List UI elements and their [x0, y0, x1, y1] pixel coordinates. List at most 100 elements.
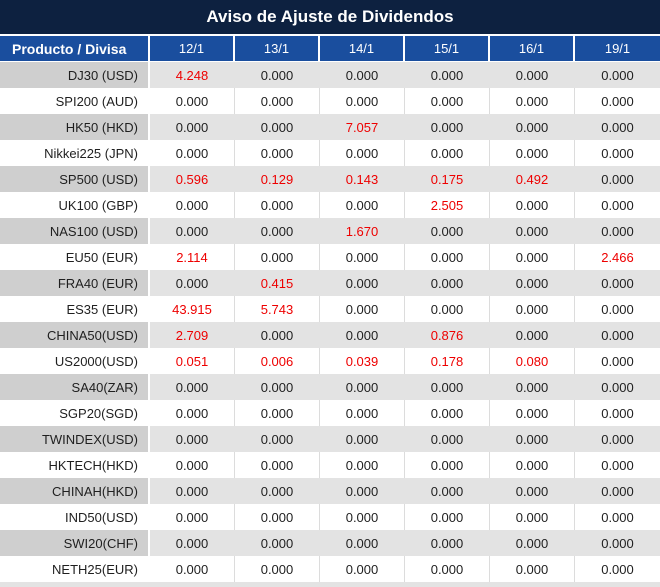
- table-row: SWI20(CHF) 0.000 0.000 0.000 0.000 0.000 0.00…: [0, 530, 660, 556]
- dividend-value: 0.000: [601, 145, 634, 161]
- dividend-value: 0.000: [430, 379, 464, 395]
- dividend-value: 0.000: [320, 140, 405, 166]
- product-label: SA40(ZAR): [0, 374, 150, 400]
- dividend-value: 0.000: [490, 244, 575, 270]
- dividend-value: 0.000: [175, 275, 209, 291]
- dividend-value: 0.000: [405, 88, 490, 114]
- dividend-value: 0.000: [150, 504, 235, 530]
- dividend-value: 0.143: [345, 171, 379, 187]
- dividend-value: 0.000: [320, 504, 405, 530]
- dividend-value: 0.000: [601, 405, 634, 421]
- dividend-value: 0.000: [320, 88, 405, 114]
- dividend-value: 0.000: [260, 535, 294, 551]
- dividend-value: 0.000: [430, 483, 464, 499]
- dividend-value: 0.000: [490, 504, 575, 530]
- dividend-value: 0.415: [260, 275, 294, 291]
- dividend-value: 0.000: [405, 452, 490, 478]
- dividend-value: 0.000: [260, 223, 294, 239]
- dividend-value: 0.178: [405, 348, 490, 374]
- dividend-value: 0.000: [490, 88, 575, 114]
- dividend-value: 0.000: [150, 88, 235, 114]
- product-label: FRA40 (EUR): [0, 270, 150, 296]
- dividend-value: 43.915: [150, 296, 235, 322]
- dividend-value: 0.000: [430, 535, 464, 551]
- table-row: DJ30 (USD) 4.248 0.000 0.000 0.000 0.000 0.00…: [0, 62, 660, 88]
- dividend-value: 0.000: [235, 504, 320, 530]
- dividend-value: 0.000: [320, 452, 405, 478]
- dividend-value: 0.000: [515, 431, 549, 447]
- product-label: ES35 (EUR): [0, 296, 150, 322]
- table-row: UK100 (GBP) 0.000 0.000 0.000 2.505 0.000 0.0…: [0, 192, 660, 218]
- product-label: Nikkei225 (JPN): [0, 140, 150, 166]
- dividend-value: 0.000: [150, 556, 235, 582]
- dividend-value: 0.000: [430, 223, 464, 239]
- dividend-value: 0.000: [601, 561, 634, 577]
- dividend-value: 0.000: [601, 431, 634, 447]
- table-row: HKTECH(HKD) 0.000 0.000 0.000 0.000 0.000 0.0…: [0, 452, 660, 478]
- product-label: US2000(USD): [0, 348, 150, 374]
- dividend-value: 0.000: [235, 556, 320, 582]
- dividend-value: 2.505: [405, 192, 490, 218]
- dividend-value: 0.000: [430, 119, 464, 135]
- product-label: SWI20(CHF): [0, 530, 150, 556]
- dividend-value: 0.000: [260, 327, 294, 343]
- dividend-value: 0.000: [515, 119, 549, 135]
- table-row: EU50 (EUR) 2.114 0.000 0.000 0.000 0.000 2.46…: [0, 244, 660, 270]
- table-row: SA40(ZAR) 0.000 0.000 0.000 0.000 0.000 0.000: [0, 374, 660, 400]
- dividend-value: 0.000: [175, 223, 209, 239]
- dividend-value: 0.000: [601, 379, 634, 395]
- dividend-value: 0.000: [260, 119, 294, 135]
- dividend-value: 0.000: [235, 88, 320, 114]
- dividend-value: 0.000: [260, 483, 294, 499]
- dividend-value: 0.000: [601, 509, 634, 525]
- table-row: SP500 (USD) 0.596 0.129 0.143 0.175 0.492 0.0…: [0, 166, 660, 192]
- dividend-value: 1.670: [345, 223, 379, 239]
- dividend-value: 0.000: [601, 535, 634, 551]
- dividend-value: 0.000: [345, 327, 379, 343]
- table-row: SPI200 (AUD) 0.000 0.000 0.000 0.000 0.000 0.…: [0, 88, 660, 114]
- dividend-value: 0.000: [345, 379, 379, 395]
- product-label: SPI200 (AUD): [0, 88, 150, 114]
- dividend-value: 0.000: [150, 400, 235, 426]
- dividend-value: 0.000: [490, 192, 575, 218]
- dividend-value: 0.000: [601, 171, 634, 187]
- dividend-value: 0.000: [235, 452, 320, 478]
- dividend-value: 0.000: [430, 275, 464, 291]
- table-row: CHINA50(USD) 2.709 0.000 0.000 0.876 0.000 0.…: [0, 322, 660, 348]
- dividend-value: 0.000: [601, 119, 634, 135]
- column-header-date: 19/1: [575, 36, 660, 61]
- table-body: DJ30 (USD) 4.248 0.000 0.000 0.000 0.000 0.00…: [0, 62, 660, 582]
- dividend-value: 0.000: [345, 431, 379, 447]
- dividend-value: 0.000: [515, 67, 549, 83]
- table-row: FRA40 (EUR) 0.000 0.415 0.000 0.000 0.000 0.0…: [0, 270, 660, 296]
- dividend-value: 0.000: [430, 67, 464, 83]
- product-label: NAS100 (USD): [0, 218, 150, 244]
- dividend-value: 0.000: [490, 556, 575, 582]
- product-label: CHINAH(HKD): [0, 478, 150, 504]
- dividend-value: 0.000: [430, 431, 464, 447]
- product-label: TWINDEX(USD): [0, 426, 150, 452]
- dividend-value: 0.000: [515, 223, 549, 239]
- table-row: IND50(USD) 0.000 0.000 0.000 0.000 0.000 0.00…: [0, 504, 660, 530]
- dividend-value: 0.000: [320, 400, 405, 426]
- page-title: Aviso de Ajuste de Dividendos: [0, 0, 660, 34]
- product-label: CHINA50(USD): [0, 322, 150, 348]
- column-header-date: 14/1: [320, 36, 405, 61]
- product-label: SGP20(SGD): [0, 400, 150, 426]
- dividend-value: 0.000: [175, 119, 209, 135]
- dividend-value: 0.000: [601, 457, 634, 473]
- dividend-value: 0.000: [320, 296, 405, 322]
- dividend-value: 0.000: [175, 379, 209, 395]
- table-row: US2000(USD) 0.051 0.006 0.039 0.178 0.080 0.0…: [0, 348, 660, 374]
- dividend-value: 0.000: [175, 483, 209, 499]
- dividend-value: 0.000: [601, 353, 634, 369]
- column-header-date: 13/1: [235, 36, 320, 61]
- dividend-value: 0.000: [601, 275, 634, 291]
- table-row: NAS100 (USD) 0.000 0.000 1.670 0.000 0.000 0.…: [0, 218, 660, 244]
- product-label: HKTECH(HKD): [0, 452, 150, 478]
- dividend-value: 0.000: [150, 140, 235, 166]
- dividend-value: 0.000: [515, 483, 549, 499]
- dividend-value: 0.000: [235, 140, 320, 166]
- product-label: NETH25(EUR): [0, 556, 150, 582]
- dividend-value: 0.000: [345, 67, 379, 83]
